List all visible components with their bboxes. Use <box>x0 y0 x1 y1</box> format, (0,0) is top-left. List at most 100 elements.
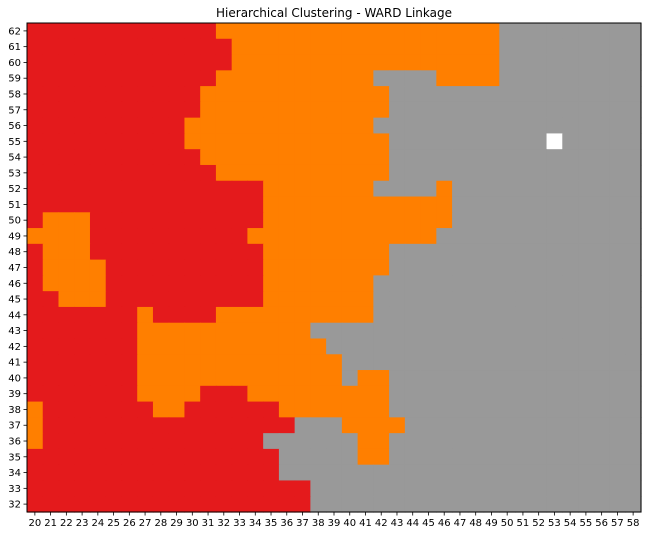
heatmap-cell <box>278 464 296 482</box>
heatmap-cell <box>436 23 453 40</box>
heatmap-cell <box>168 338 186 355</box>
heatmap-cell <box>310 354 327 371</box>
heatmap-cell <box>499 385 516 403</box>
heatmap-cell <box>168 133 186 150</box>
heatmap-cell <box>326 417 343 434</box>
heatmap-cell <box>278 243 296 261</box>
heatmap-cell <box>326 385 343 403</box>
heatmap-cell <box>341 180 359 198</box>
heatmap-cell <box>152 496 170 513</box>
heatmap-cell <box>137 212 154 229</box>
heatmap-cell <box>294 385 311 403</box>
heatmap-cell <box>247 464 264 482</box>
heatmap-cell <box>389 101 406 119</box>
heatmap-cell <box>42 228 60 245</box>
heatmap-cell <box>42 259 60 276</box>
heatmap-cell <box>278 433 296 450</box>
heatmap-cell <box>137 54 154 71</box>
heatmap-cell <box>499 243 516 261</box>
heatmap-cell <box>89 196 107 213</box>
heatmap-cell <box>420 480 437 497</box>
heatmap-cell <box>530 259 548 276</box>
x-tick-label: 49 <box>485 518 498 529</box>
heatmap-cell <box>389 401 406 418</box>
heatmap-cell <box>200 291 217 308</box>
heatmap-cell <box>184 275 201 292</box>
heatmap-cell <box>467 433 485 450</box>
heatmap-cell <box>42 322 60 340</box>
heatmap-cell <box>58 180 75 198</box>
heatmap-cell <box>625 354 642 371</box>
heatmap-cell <box>546 306 563 324</box>
heatmap-cell <box>58 149 75 166</box>
heatmap-cell <box>278 480 296 497</box>
heatmap-cell <box>483 433 500 450</box>
heatmap-cell <box>373 243 390 261</box>
heatmap-cell <box>184 70 201 87</box>
heatmap-cell <box>341 385 359 403</box>
heatmap-cell <box>74 86 91 103</box>
heatmap-cell <box>578 228 595 245</box>
heatmap-cell <box>168 54 186 71</box>
heatmap-cell <box>593 306 611 324</box>
heatmap-cell <box>89 23 107 40</box>
heatmap-cell <box>215 448 233 466</box>
heatmap-cell <box>152 385 170 403</box>
heatmap-cell <box>625 38 642 56</box>
heatmap-cell <box>593 54 611 71</box>
heatmap-cell <box>609 401 626 418</box>
heatmap-cell <box>184 401 201 418</box>
heatmap-cell <box>389 306 406 324</box>
heatmap-cell <box>184 480 201 497</box>
heatmap-cell <box>452 38 469 56</box>
heatmap-cell <box>389 164 406 182</box>
heatmap-cell <box>74 385 91 403</box>
heatmap-cell <box>373 370 390 387</box>
heatmap-cell <box>247 23 264 40</box>
heatmap-cell <box>263 417 280 434</box>
heatmap-cell <box>546 23 563 40</box>
x-tick-label: 57 <box>611 518 624 529</box>
heatmap-cell <box>515 196 532 213</box>
heatmap-cell <box>27 259 44 276</box>
heatmap-cell <box>168 480 186 497</box>
heatmap-cell <box>215 70 233 87</box>
heatmap-cell <box>42 417 60 434</box>
heatmap-cell <box>420 38 437 56</box>
heatmap-cell <box>278 23 296 40</box>
heatmap-cell <box>436 306 453 324</box>
y-tick-label: 39 <box>8 389 21 400</box>
heatmap-cell <box>357 180 374 198</box>
heatmap-cell <box>357 338 374 355</box>
heatmap-cell <box>452 338 469 355</box>
heatmap-cell <box>452 370 469 387</box>
heatmap-cell <box>420 306 437 324</box>
heatmap-cell <box>436 101 453 119</box>
heatmap-cell <box>168 385 186 403</box>
heatmap-cell <box>483 291 500 308</box>
heatmap-cell <box>625 117 642 135</box>
heatmap-cell <box>373 70 390 87</box>
heatmap-cell <box>341 259 359 276</box>
heatmap-cell <box>609 196 626 213</box>
heatmap-cell <box>452 164 469 182</box>
heatmap-cell <box>231 306 249 324</box>
heatmap-cell <box>593 164 611 182</box>
heatmap-cell <box>389 38 406 56</box>
heatmap-cell <box>467 243 485 261</box>
heatmap-cell <box>625 401 642 418</box>
heatmap-cell <box>310 480 327 497</box>
heatmap-cell <box>483 86 500 103</box>
y-tick-label: 59 <box>8 74 21 85</box>
heatmap-cell <box>420 275 437 292</box>
heatmap-cell <box>105 38 123 56</box>
heatmap-cell <box>578 212 595 229</box>
heatmap-cell <box>215 133 233 150</box>
heatmap-cell <box>483 417 500 434</box>
heatmap-cell <box>121 228 138 245</box>
heatmap-cell <box>58 54 75 71</box>
heatmap-cell <box>420 370 437 387</box>
heatmap-cell <box>74 480 91 497</box>
heatmap-cell <box>310 133 327 150</box>
heatmap-cell <box>294 370 311 387</box>
